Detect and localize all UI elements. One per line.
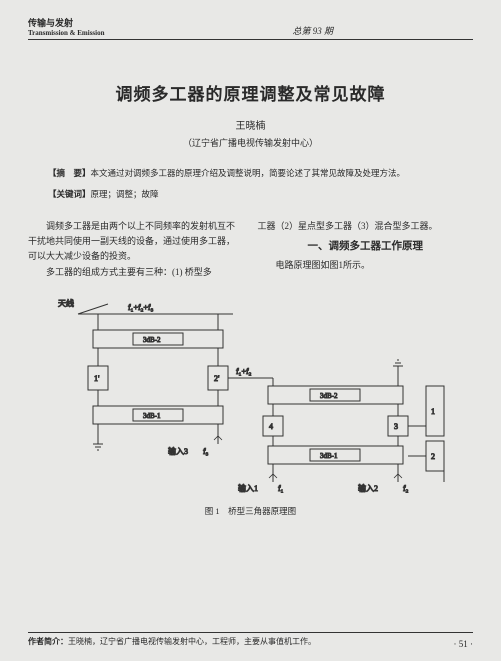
label-3: 3 <box>394 422 398 431</box>
keywords-text: 原理；调整；故障 <box>91 189 159 199</box>
label-2: 2 <box>431 452 435 461</box>
label-f1: f₁ <box>278 484 284 493</box>
label-in3: 输入3 <box>168 446 188 456</box>
label-1: 1 <box>431 407 435 416</box>
page-footer: 作者简介：王晓楠，辽宁省广播电视传输发射中心，工程师，主要从事值机工作。 · 5… <box>28 632 473 647</box>
page-number: · 51 · <box>454 639 474 649</box>
author-bio: 作者简介：王晓楠，辽宁省广播电视传输发射中心，工程师，主要从事值机工作。 <box>28 632 473 647</box>
header-category: 传输与发射 Transmission & Emission <box>28 18 105 37</box>
keywords-label: 【关键词】 <box>48 189 91 199</box>
label-3db1r: 3dB-1 <box>320 452 338 460</box>
body-columns: 调频多工器是由两个以上不同频率的发射机互不干扰地共同使用一副天线的设备，通过使用… <box>28 219 473 280</box>
para-2a: 多工器的组成方式主要有三种：(1) 桥型多 <box>28 265 244 280</box>
abstract: 【摘 要】本文通过对调频多工器的原理介绍及调整说明，简要论述了其常见故障及处理方… <box>48 167 453 180</box>
para-2b: 工器（2）星点型多工器（3）混合型多工器。 <box>258 219 474 234</box>
author: 王晓楠 <box>28 117 473 132</box>
label-2p: 2' <box>214 374 220 383</box>
abstract-text: 本文通过对调频多工器的原理介绍及调整说明，简要论述了其常见故障及处理方法。 <box>91 168 406 178</box>
article-title: 调频多工器的原理调整及常见故障 <box>28 80 473 105</box>
header-issue: 总第 93 期 <box>292 24 333 37</box>
label-3db1l: 3dB-1 <box>143 412 161 420</box>
running-head: 传输与发射 Transmission & Emission 总第 93 期 <box>28 18 473 40</box>
label-in2: 输入2 <box>358 483 378 493</box>
label-f1f2: f₁+f₂ <box>236 367 252 376</box>
label-1p: 1' <box>94 374 100 383</box>
figure-1-caption: 图 1 桥型三角器原理图 <box>38 505 463 517</box>
label-3db2r: 3dB-2 <box>320 392 338 400</box>
label-f2: f₂ <box>403 484 409 493</box>
header-category-cn: 传输与发射 <box>28 18 105 29</box>
circuit-diagram: 天线 f₁+f₂+f₃ 3dB-2 1' 2' 3 <box>38 286 468 496</box>
keywords: 【关键词】原理；调整；故障 <box>48 188 453 201</box>
page: 传输与发射 Transmission & Emission 总第 93 期 调频… <box>0 0 501 527</box>
section-1-head: 一、调频多工器工作原理 <box>258 238 474 256</box>
label-in1: 输入1 <box>238 483 258 493</box>
label-antenna: 天线 <box>58 298 74 308</box>
affiliation: （辽宁省广播电视传输发射中心） <box>28 136 473 149</box>
para-3: 电路原理图如图1所示。 <box>258 258 474 273</box>
label-3db2: 3dB-2 <box>143 336 161 344</box>
label-f3: f₃ <box>203 447 209 456</box>
bio-text: 王晓楠，辽宁省广播电视传输发射中心，工程师，主要从事值机工作。 <box>68 637 316 646</box>
para-1: 调频多工器是由两个以上不同频率的发射机互不干扰地共同使用一副天线的设备，通过使用… <box>28 219 244 265</box>
label-sum: f₁+f₂+f₃ <box>128 303 154 312</box>
abstract-label: 【摘 要】 <box>48 168 91 178</box>
bio-label: 作者简介： <box>28 637 68 646</box>
figure-1: 天线 f₁+f₂+f₃ 3dB-2 1' 2' 3 <box>38 286 463 517</box>
label-4: 4 <box>269 422 273 431</box>
header-category-en: Transmission & Emission <box>28 29 105 37</box>
